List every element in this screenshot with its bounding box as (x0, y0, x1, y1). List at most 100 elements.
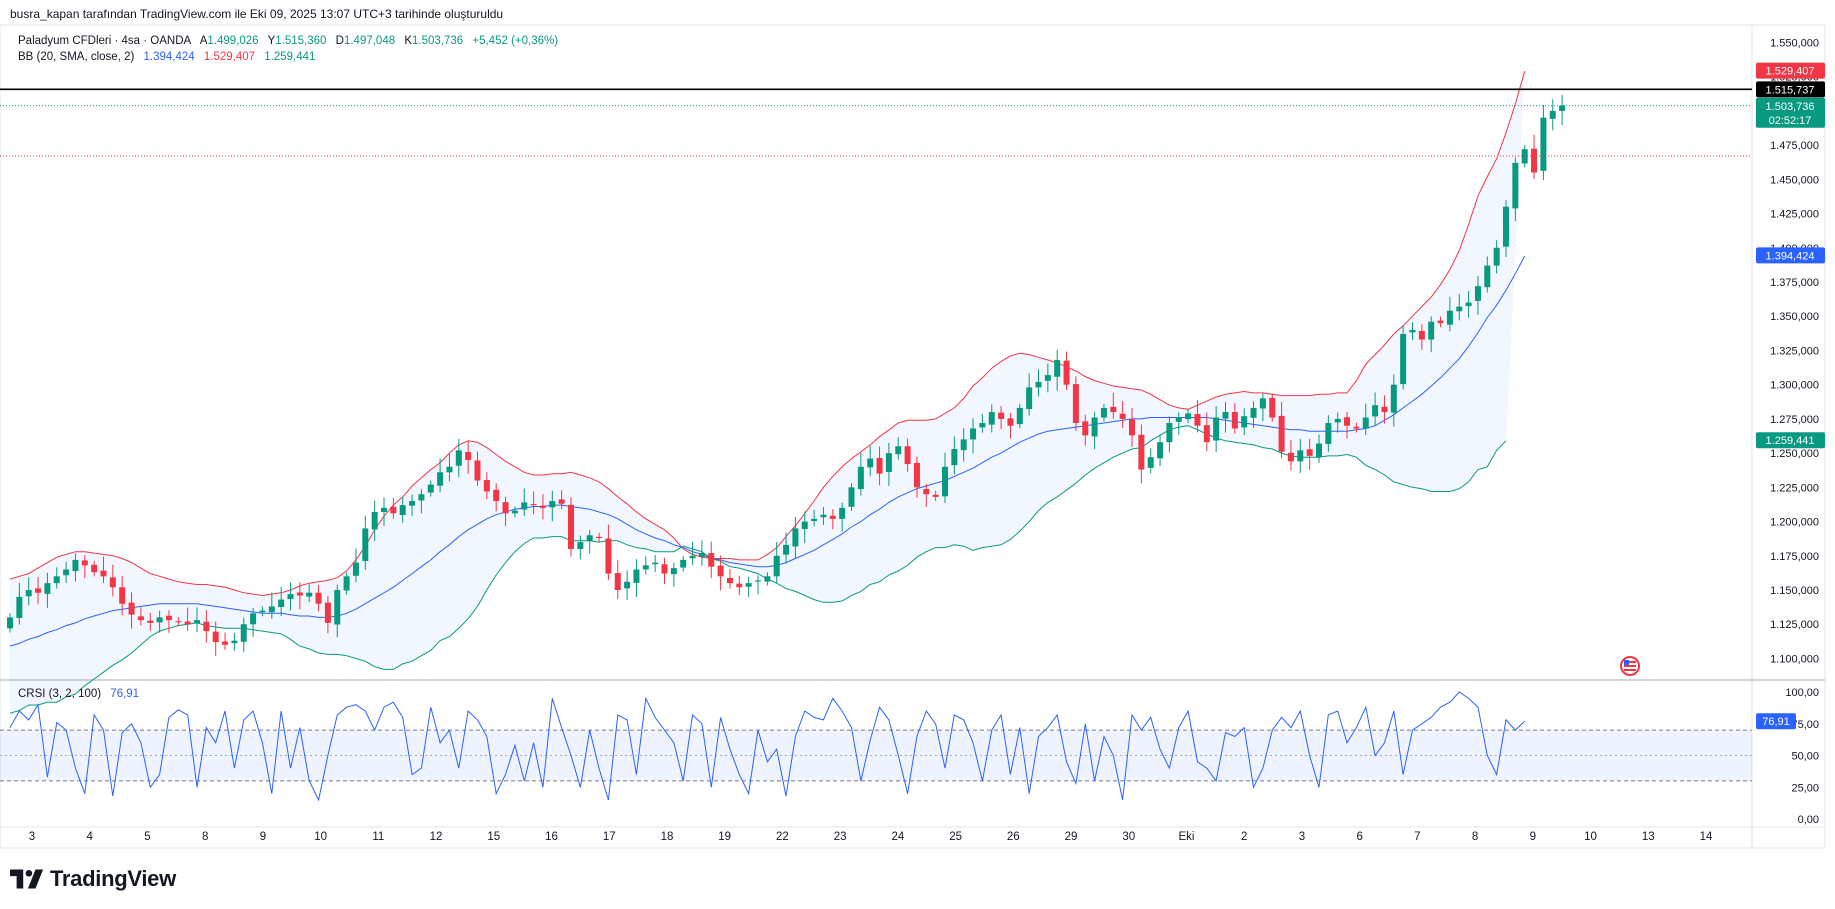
chart-canvas[interactable]: 1.550,0001.525,0001.475,0001.450,0001.42… (0, 24, 1835, 849)
candle[interactable] (165, 615, 172, 621)
candle[interactable] (932, 494, 939, 497)
candle[interactable] (147, 620, 154, 623)
candle[interactable] (549, 501, 556, 508)
candle[interactable] (698, 553, 705, 557)
candle[interactable] (128, 602, 135, 615)
candle[interactable] (1325, 423, 1332, 445)
crsi-label[interactable]: CRSI (3, 2, 100) (18, 688, 102, 700)
candle[interactable] (1157, 442, 1164, 459)
candle[interactable] (502, 502, 509, 514)
candle[interactable] (137, 616, 144, 621)
candle[interactable] (72, 559, 79, 572)
candle[interactable] (1400, 334, 1407, 385)
candle[interactable] (455, 450, 462, 466)
candle[interactable] (109, 577, 116, 588)
candle[interactable] (91, 564, 98, 573)
candle[interactable] (1446, 310, 1453, 325)
candle[interactable] (895, 446, 902, 455)
candle[interactable] (1213, 417, 1220, 441)
candle[interactable] (1418, 331, 1425, 340)
candle[interactable] (1016, 407, 1023, 425)
candle[interactable] (801, 521, 808, 529)
candle[interactable] (998, 412, 1005, 419)
candle[interactable] (605, 538, 612, 574)
candle[interactable] (1465, 302, 1472, 307)
candle[interactable] (1409, 329, 1416, 333)
candle[interactable] (1110, 406, 1117, 413)
candle[interactable] (371, 511, 378, 530)
candle[interactable] (1231, 412, 1238, 429)
candle[interactable] (1362, 417, 1369, 429)
candle[interactable] (1269, 397, 1276, 418)
candle[interactable] (1484, 265, 1491, 288)
candle[interactable] (240, 624, 247, 642)
candle[interactable] (1287, 452, 1294, 462)
candle[interactable] (1166, 423, 1173, 443)
candle[interactable] (614, 573, 621, 591)
candle[interactable] (203, 621, 210, 632)
candle[interactable] (1082, 421, 1089, 436)
candle[interactable] (1353, 426, 1360, 429)
candle[interactable] (315, 592, 322, 604)
candle[interactable] (418, 494, 425, 501)
candle[interactable] (1203, 425, 1210, 443)
candle[interactable] (1278, 415, 1285, 452)
candle[interactable] (483, 479, 490, 492)
candle[interactable] (250, 613, 257, 625)
candle[interactable] (633, 569, 640, 583)
candle[interactable] (1044, 375, 1051, 381)
candle[interactable] (511, 510, 518, 514)
candle[interactable] (1035, 381, 1042, 388)
candle[interactable] (773, 555, 780, 577)
candle[interactable] (783, 544, 790, 555)
candle[interactable] (661, 564, 668, 574)
candle[interactable] (35, 588, 42, 593)
candle[interactable] (437, 472, 444, 486)
candle[interactable] (324, 602, 331, 623)
candle[interactable] (942, 466, 948, 497)
candle[interactable] (25, 590, 32, 597)
candle[interactable] (1316, 443, 1322, 458)
candle[interactable] (670, 568, 677, 575)
candle[interactable] (427, 484, 434, 493)
candle[interactable] (1007, 418, 1014, 426)
candle[interactable] (362, 528, 369, 561)
candle[interactable] (1334, 418, 1341, 423)
candle[interactable] (1259, 398, 1266, 409)
candle[interactable] (857, 466, 864, 489)
candle[interactable] (1474, 286, 1481, 301)
candle[interactable] (726, 577, 733, 584)
candle[interactable] (381, 507, 387, 512)
candle[interactable] (409, 501, 416, 506)
candle[interactable] (334, 590, 341, 625)
candle[interactable] (306, 592, 313, 597)
candle[interactable] (296, 592, 303, 596)
candle[interactable] (624, 581, 631, 589)
candle[interactable] (792, 528, 799, 547)
candle[interactable] (708, 553, 715, 567)
candle[interactable] (390, 506, 397, 514)
candle[interactable] (1063, 360, 1070, 385)
candle[interactable] (913, 462, 920, 488)
candle[interactable] (689, 555, 696, 559)
candle[interactable] (521, 502, 528, 510)
candle[interactable] (100, 570, 107, 577)
candle[interactable] (904, 446, 911, 465)
candle[interactable] (586, 535, 593, 542)
candle[interactable] (745, 583, 752, 587)
candle[interactable] (465, 452, 472, 460)
candle[interactable] (1456, 306, 1463, 312)
candle[interactable] (1222, 412, 1229, 419)
candle[interactable] (876, 458, 883, 474)
candle[interactable] (259, 610, 266, 613)
candle[interactable] (1138, 434, 1145, 470)
candle[interactable] (1175, 417, 1182, 422)
candle[interactable] (652, 562, 659, 565)
candle[interactable] (212, 631, 219, 643)
candle[interactable] (352, 562, 359, 576)
candle[interactable] (1026, 387, 1033, 410)
candle[interactable] (493, 489, 500, 502)
candle[interactable] (63, 569, 70, 576)
candle[interactable] (1091, 417, 1098, 437)
candle[interactable] (1072, 384, 1079, 424)
